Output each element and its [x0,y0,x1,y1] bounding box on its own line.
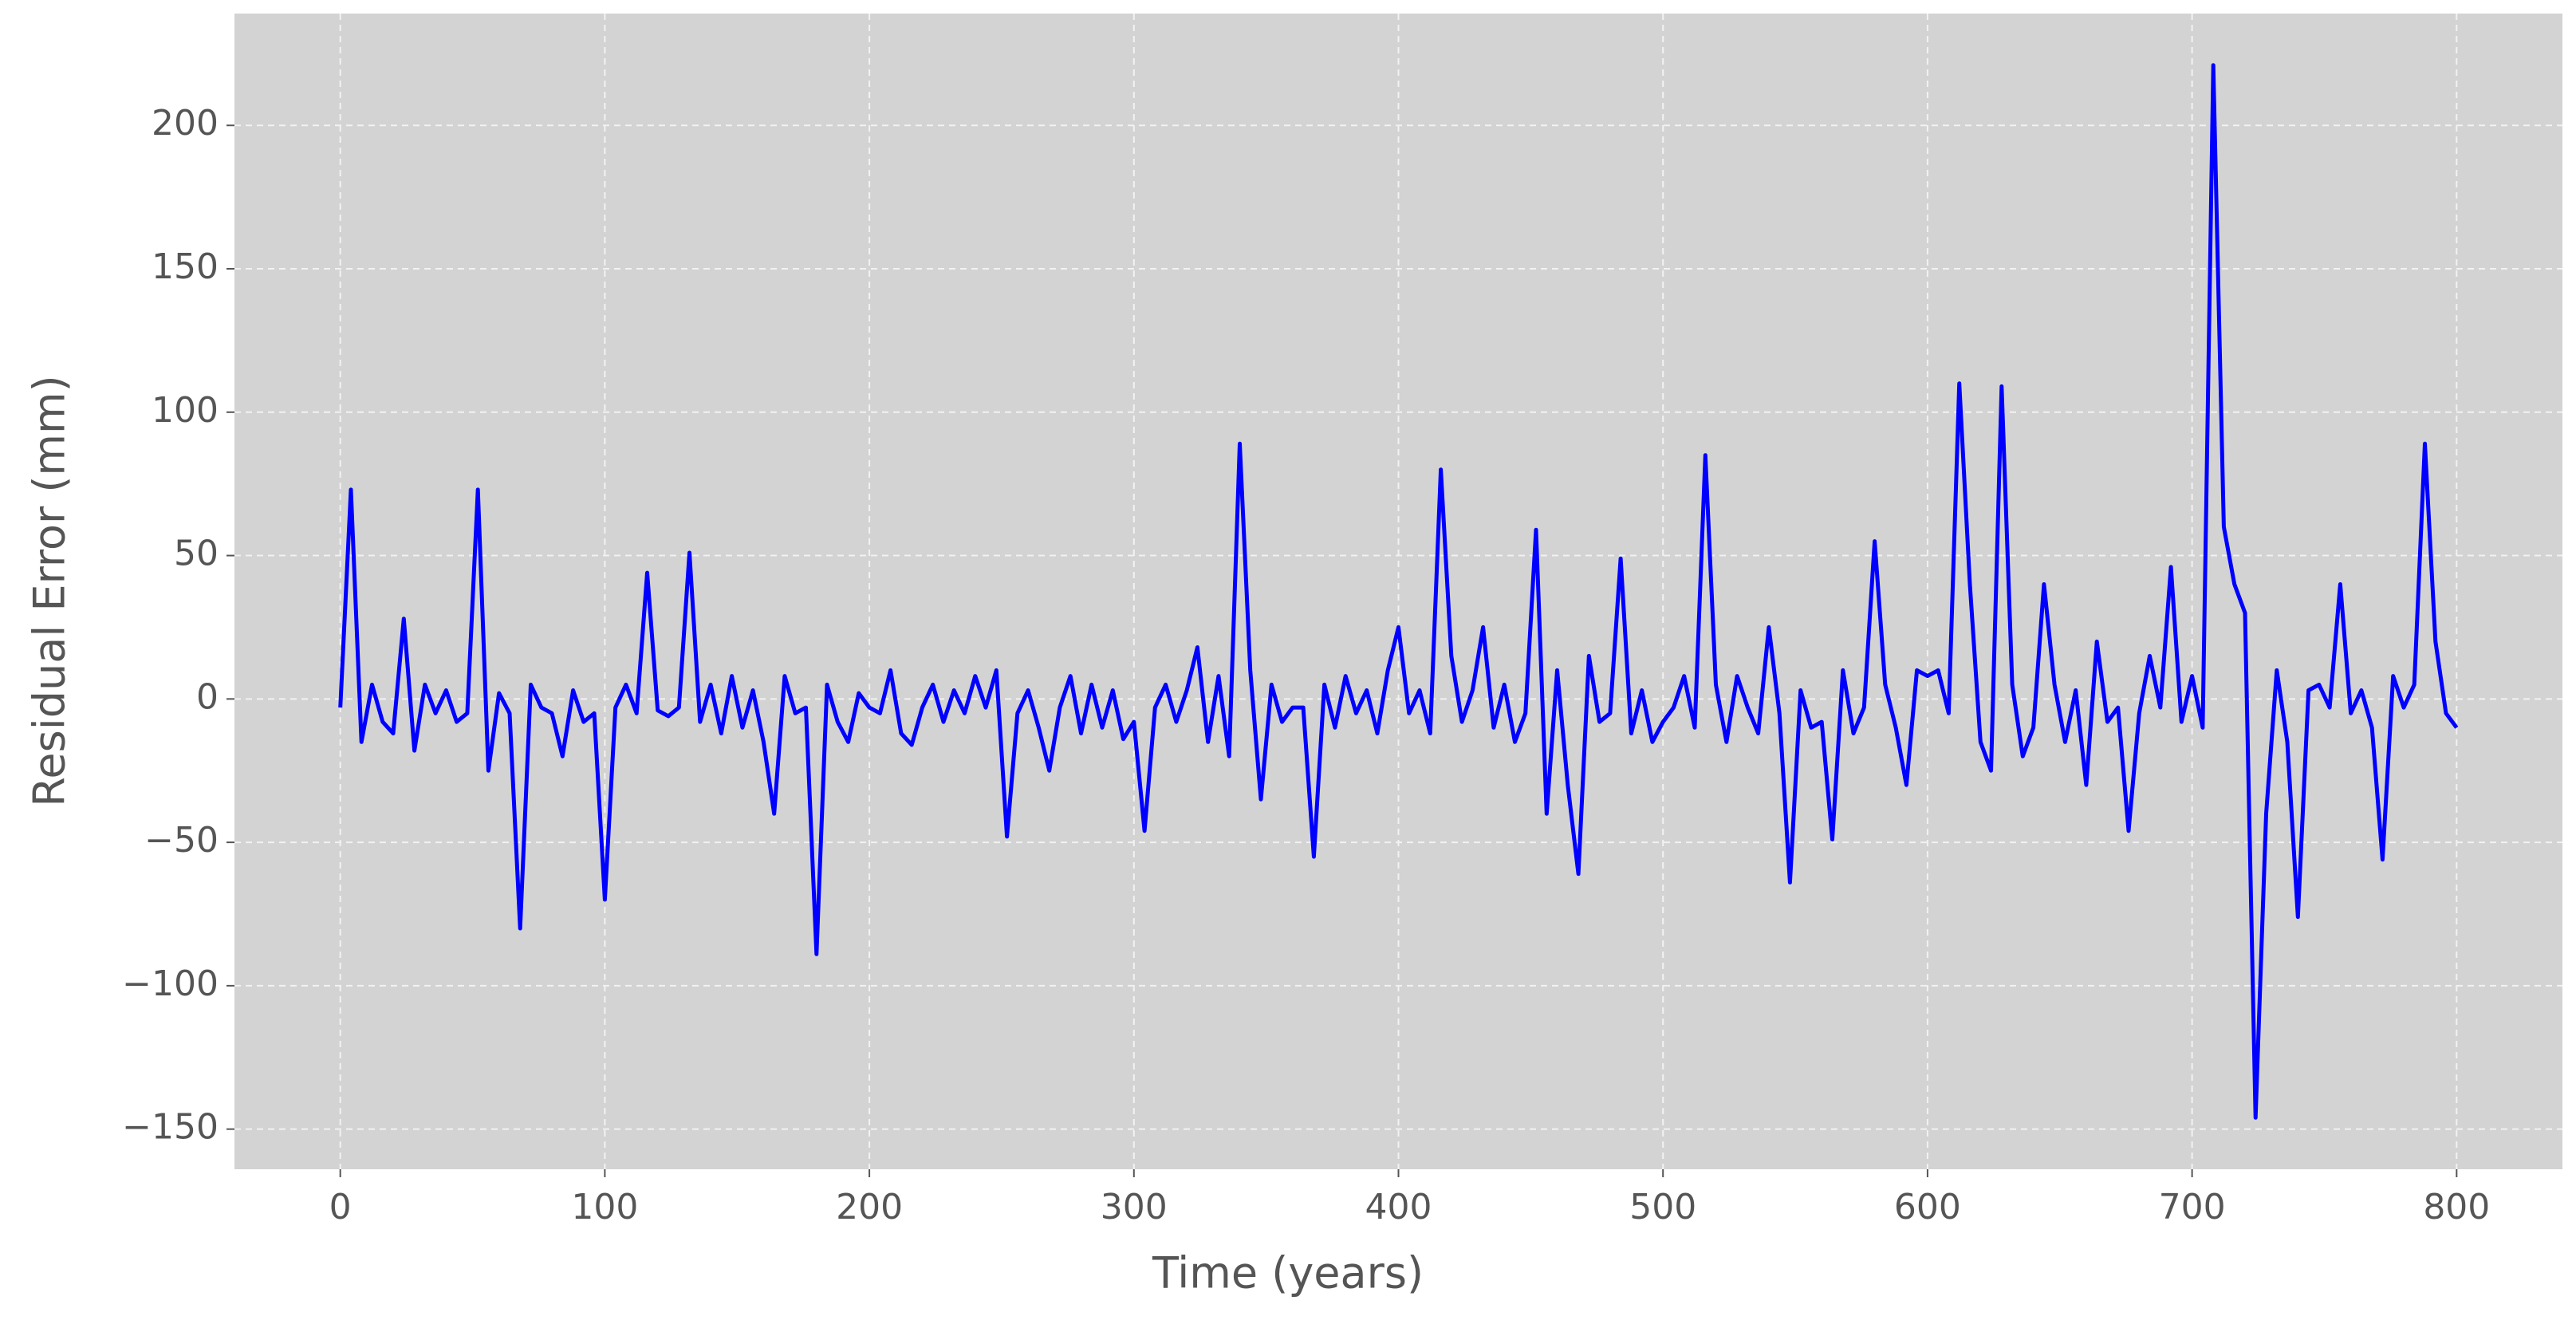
x-tick-label: 700 [2159,1187,2226,1227]
x-tick-label: 0 [329,1187,352,1227]
y-tick-label: 200 [152,103,219,144]
y-tick-label: −100 [122,963,219,1004]
x-tick-label: 800 [2423,1187,2490,1227]
y-tick-label: 150 [152,246,219,287]
x-tick-label: 400 [1365,1187,1432,1227]
x-tick-label: 600 [1894,1187,1961,1227]
y-tick-label: 0 [196,676,219,717]
x-tick-label: 500 [1629,1187,1696,1227]
y-tick-label: 100 [152,390,219,431]
y-tick-label: 50 [174,534,219,574]
x-tick-label: 200 [836,1187,903,1227]
series-line [338,63,2459,1120]
y-tick-label: −150 [122,1107,219,1148]
y-tick-label: −50 [144,820,219,861]
y-axis-label: Residual Error (mm) [25,375,75,806]
x-axis-label: Time (years) [1152,1248,1424,1298]
x-tick-label: 100 [571,1187,638,1227]
x-tick-label: 300 [1101,1187,1168,1227]
